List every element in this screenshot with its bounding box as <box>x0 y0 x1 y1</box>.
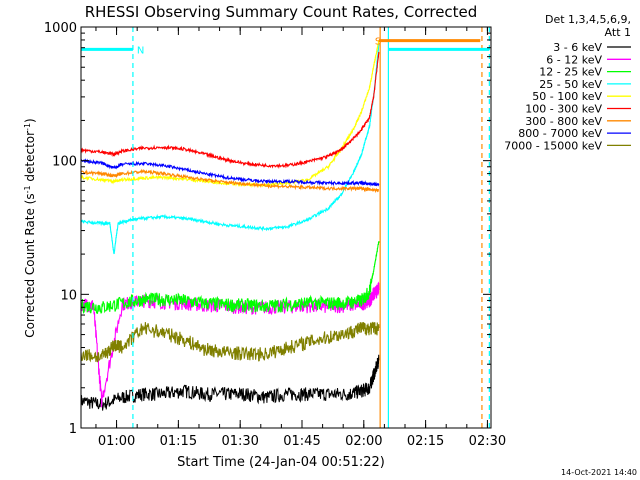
x-tick-label-3: 01:45 <box>283 434 320 449</box>
x-tick-label-6: 02:30 <box>469 434 506 449</box>
legend-label-2: 12 - 25 keV <box>539 66 602 79</box>
x-axis-label: Start Time (24-Jan-04 00:51:22) <box>177 455 385 470</box>
series-line-6 <box>81 168 380 194</box>
y-tick-label-3: 1000 <box>44 21 77 36</box>
y-tick-label-2: 100 <box>52 155 77 170</box>
timestamp: 14-Oct-2021 14:40 <box>561 468 637 477</box>
y-axis: 1 10 100 1000 <box>44 21 491 437</box>
legend-label-1: 6 - 12 keV <box>546 53 602 66</box>
series-line-3 <box>81 43 380 255</box>
series-line-4 <box>81 39 380 189</box>
series-line-7 <box>81 158 380 187</box>
legend-label-8: 7000 - 15000 keV <box>504 139 602 152</box>
x-tick-label-2: 01:30 <box>221 434 258 449</box>
legend-label-6: 300 - 800 keV <box>525 115 602 128</box>
x-tick-label-1: 01:15 <box>160 434 197 449</box>
x-tick-label-0: 01:00 <box>98 434 135 449</box>
series-line-2 <box>81 241 380 315</box>
legend-label-7: 800 - 7000 keV <box>518 127 602 140</box>
plot-area: NS <box>81 27 490 428</box>
y-axis-label: Corrected Count Rate (s-1 detector-1) <box>23 118 37 337</box>
series-line-5 <box>81 51 380 169</box>
y-tick-label-1: 10 <box>60 288 77 303</box>
chart-title: RHESSI Observing Summary Count Rates, Co… <box>85 3 478 21</box>
series-line-0 <box>81 354 380 411</box>
y-tick-label-0: 1 <box>69 422 77 437</box>
plot-frame <box>80 26 492 429</box>
legend-label-3: 25 - 50 keV <box>539 78 602 91</box>
legend-label-0: 3 - 6 keV <box>553 41 602 54</box>
x-tick-label-4: 02:00 <box>345 434 382 449</box>
legend-header: Det 1,3,4,5,6,9, <box>545 13 631 26</box>
x-tick-label-5: 02:15 <box>407 434 444 449</box>
legend-label-5: 100 - 300 keV <box>525 103 602 116</box>
interval-label-0: N <box>137 45 144 56</box>
x-axis: 01:00 01:15 01:30 01:45 02:00 02:15 02:30 <box>95 27 506 449</box>
legend-header-att: Att 1 <box>605 26 631 39</box>
series-line-8 <box>81 321 380 363</box>
legend-label-4: 50 - 100 keV <box>532 90 602 103</box>
interval-label-2: S <box>375 37 381 48</box>
